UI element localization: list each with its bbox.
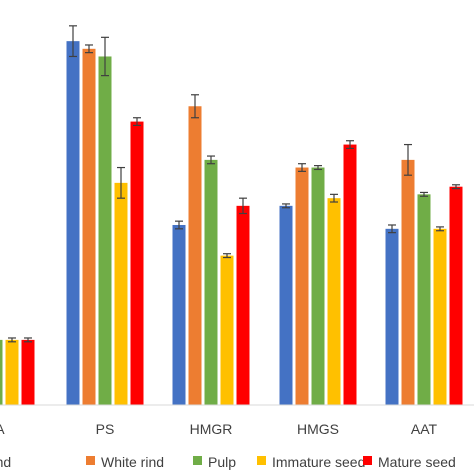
x-tick-label: AAT [411, 421, 438, 437]
x-tick-label: HMGR [190, 421, 233, 437]
bar [343, 144, 357, 405]
legend-label: White rind [101, 454, 164, 470]
x-tick-labels: 2A PS HMGR HMGS AAT [0, 421, 438, 437]
legend-label: Green rind [0, 454, 11, 470]
legend-swatch [257, 456, 266, 465]
bar [82, 48, 96, 406]
legend-label: Mature seed [378, 454, 456, 470]
bar [188, 106, 202, 405]
bar [279, 205, 293, 405]
bar [5, 339, 19, 405]
x-tick-label: PS [96, 421, 115, 437]
bar [417, 194, 431, 405]
bar [114, 182, 128, 405]
bar [172, 224, 186, 405]
bar [295, 167, 309, 405]
legend-swatch [363, 456, 372, 465]
bar [449, 186, 463, 405]
bar [385, 228, 399, 405]
bar [327, 198, 341, 405]
legend-swatch [193, 456, 202, 465]
bar [433, 228, 447, 405]
bars-layer [0, 25, 463, 406]
bar [98, 56, 112, 405]
bar [311, 167, 325, 405]
bar [220, 255, 234, 405]
legend: Green rind White rind Pulp Immature seed Mat… [0, 454, 456, 470]
x-tick-label: 2A [0, 421, 5, 437]
legend-swatch [86, 456, 95, 465]
bar [204, 159, 218, 405]
legend-label: Immature seed [272, 454, 365, 470]
bar [66, 41, 80, 406]
bar [401, 159, 415, 405]
legend-label: Pulp [208, 454, 236, 470]
bar [21, 339, 35, 405]
bar [130, 121, 144, 405]
bar [236, 205, 250, 405]
bar [0, 339, 3, 405]
x-tick-label: HMGS [297, 421, 339, 437]
